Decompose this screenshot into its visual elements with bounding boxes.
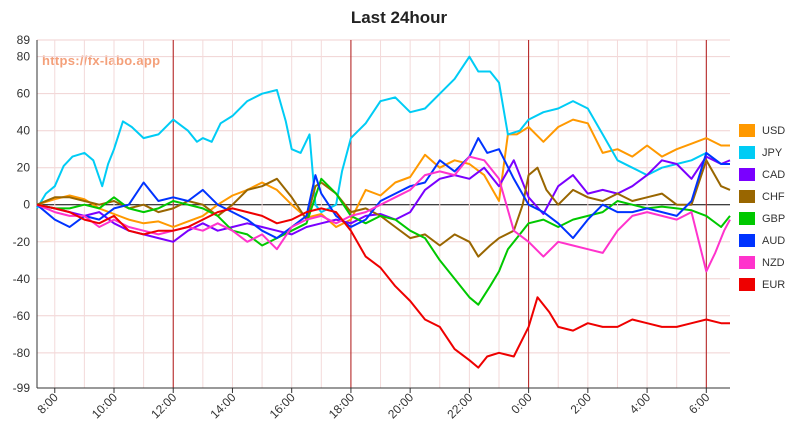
series-line-gbp [36, 177, 731, 306]
x-tick-label: 18:00 [326, 390, 357, 421]
legend-label-cad: CAD [762, 169, 785, 181]
x-tick-label: 2:00 [568, 390, 595, 417]
y-tick-label: -99 [13, 381, 31, 395]
y-tick-label: -80 [13, 346, 31, 360]
legend-swatch-cad [739, 168, 755, 181]
x-tick-label: 6:00 [686, 390, 713, 417]
legend-label-chf: CHF [762, 191, 785, 203]
x-tick-label: 20:00 [385, 390, 416, 421]
y-tick-label: -20 [13, 235, 31, 249]
y-tick-label: -40 [13, 272, 31, 286]
x-tick-label: 12:00 [148, 390, 179, 421]
legend-swatch-chf [739, 190, 755, 203]
y-tick-label: 40 [17, 124, 31, 138]
series-line-chf [36, 159, 731, 258]
legend-label-jpy: JPY [762, 147, 783, 159]
x-tick-label: 14:00 [207, 390, 238, 421]
series-line-eur [36, 203, 730, 369]
legend-swatch-nzd [739, 256, 755, 269]
x-tick-label: 16:00 [267, 390, 298, 421]
series-line-aud [36, 137, 730, 240]
legend-label-eur: EUR [762, 279, 785, 291]
y-tick-label: -60 [13, 309, 31, 323]
y-tick-label: 0 [23, 198, 30, 212]
y-tick-label: 60 [17, 87, 31, 101]
legend-swatch-aud [739, 234, 755, 247]
x-tick-label: 10:00 [89, 390, 120, 421]
x-tick-label: 0:00 [508, 390, 535, 417]
legend-swatch-eur [739, 278, 755, 291]
legend-swatch-usd [739, 124, 755, 137]
y-tick-label: 80 [17, 50, 31, 64]
legend-label-gbp: GBP [762, 213, 785, 225]
x-tick-label: 4:00 [627, 390, 654, 417]
legend-swatch-gbp [739, 212, 755, 225]
vertical-markers [172, 40, 707, 388]
grid [37, 39, 730, 389]
series-line-usd [36, 118, 730, 228]
legend-label-aud: AUD [762, 235, 785, 247]
chart-title: Last 24hour [350, 8, 448, 27]
series-line-jpy [36, 55, 730, 214]
series-line-nzd [36, 155, 731, 273]
legend: USD JPY CAD CHF GBP AUD NZD EUR [739, 124, 785, 291]
series-lines [36, 55, 731, 369]
x-tick-label: 8:00 [34, 390, 61, 417]
legend-label-nzd: NZD [762, 257, 785, 269]
legend-swatch-jpy [739, 146, 755, 159]
legend-label-usd: USD [762, 125, 785, 137]
y-tick-label: 89 [17, 33, 31, 47]
y-tick-label: 20 [17, 161, 31, 175]
x-tick-label: 22:00 [444, 390, 475, 421]
